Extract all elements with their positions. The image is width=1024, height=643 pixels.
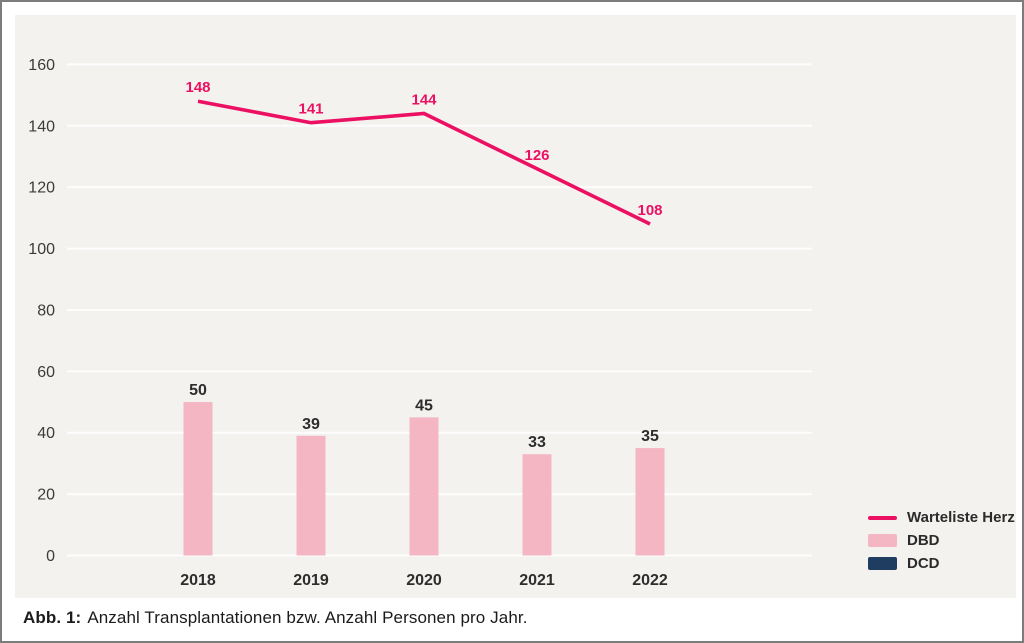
legend-item-dbd: DBD [868, 533, 1015, 548]
y-tick-label: 0 [46, 548, 55, 565]
bar-value-label: 35 [641, 428, 659, 445]
x-tick-label: 2019 [293, 572, 329, 589]
bar-value-label: 33 [528, 434, 546, 451]
legend-label: DBD [907, 532, 940, 549]
bar-swatch-icon [868, 534, 897, 547]
y-tick-label: 160 [28, 57, 55, 74]
line-series [197, 99, 651, 226]
line-value-label: 126 [524, 147, 549, 164]
bar-value-label: 50 [189, 382, 207, 399]
y-tick-label: 140 [28, 118, 55, 135]
bar-value-label: 45 [415, 397, 433, 414]
legend-item-dcd: DCD [868, 556, 1015, 571]
x-tick-label: 2022 [632, 572, 668, 589]
caption-text: Anzahl Transplantationen bzw. Anzahl Per… [87, 608, 528, 627]
chart-panel: 0 20 40 60 80 100 120 140 160 50 39 45 33 35 148 141 144… [15, 15, 1016, 598]
y-tick-label: 80 [37, 302, 55, 319]
line-value-label: 144 [411, 92, 437, 109]
chart-legend: Warteliste Herz DBD DCD [868, 510, 1015, 579]
line-value-label: 141 [298, 101, 323, 118]
bar [409, 417, 439, 556]
chart-canvas: 0 20 40 60 80 100 120 140 160 50 39 45 33 35 148 141 144… [28, 57, 812, 589]
bar [183, 402, 213, 556]
y-tick-label: 20 [37, 487, 55, 504]
bar-swatch-icon [868, 557, 897, 570]
line-swatch-icon [868, 515, 897, 520]
y-tick-label: 60 [37, 364, 55, 381]
line-value-label: 148 [185, 79, 210, 96]
bar-value-label: 39 [302, 416, 320, 433]
x-tick-label: 2018 [180, 572, 216, 589]
legend-label: DCD [907, 555, 940, 572]
y-tick-label: 120 [28, 180, 55, 197]
y-tick-label: 40 [37, 425, 55, 442]
legend-item-warteliste-herz: Warteliste Herz [868, 510, 1015, 525]
figure-caption: Abb. 1: Anzahl Transplantationen bzw. Anz… [23, 608, 528, 628]
legend-label: Warteliste Herz [907, 509, 1015, 526]
bar [296, 435, 326, 556]
y-tick-label: 100 [28, 241, 55, 258]
caption-prefix: Abb. 1: [23, 608, 82, 627]
bar [522, 454, 552, 556]
line-value-label: 108 [637, 202, 662, 219]
x-tick-label: 2020 [406, 572, 442, 589]
x-tick-label: 2021 [519, 572, 555, 589]
bar [635, 448, 665, 556]
